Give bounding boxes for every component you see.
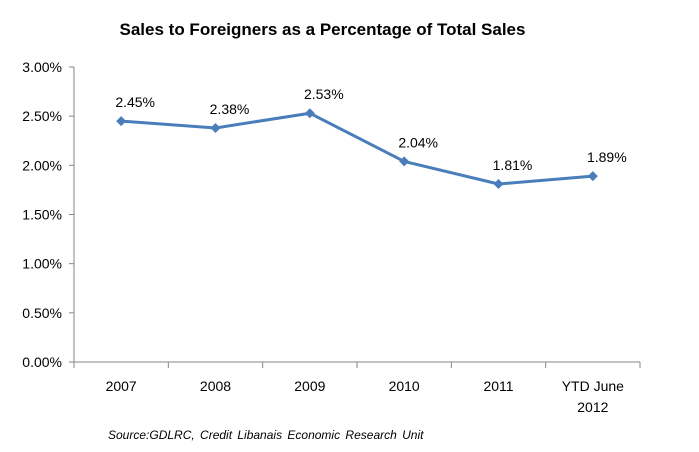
x-tick-label: 2007 — [106, 378, 137, 394]
data-point-marker — [304, 108, 315, 119]
x-axis-ticks: 2007 2008 2009 2010 2011 YTD June 2012 — [73, 362, 641, 415]
y-tick-label: 0.00% — [22, 354, 62, 370]
y-tick-label: 2.00% — [22, 157, 62, 173]
y-tick-label: 0.50% — [22, 305, 62, 321]
x-tick-label: 2009 — [294, 378, 325, 394]
x-tick-label: YTD June 2012 — [562, 378, 624, 415]
data-label: 2.45% — [115, 94, 155, 110]
data-label: 2.04% — [398, 134, 438, 150]
series-line — [121, 111, 593, 186]
data-point-marker — [210, 122, 221, 133]
series — [116, 108, 598, 190]
source-note: Source:GDLRC, Credit Libanais Economic R… — [108, 428, 424, 442]
x-tick-label: 2011 — [483, 378, 513, 394]
data-label: 1.89% — [587, 149, 627, 165]
y-tick-label: 1.50% — [22, 207, 62, 223]
y-tick-label: 3.00% — [22, 59, 62, 75]
data-point-marker — [399, 156, 410, 167]
y-tick-label: 1.00% — [22, 256, 62, 272]
data-labels: 2.45% 2.38% 2.53% 2.04% 1.81% 1.89% — [115, 86, 626, 173]
data-label: 1.81% — [493, 157, 533, 173]
data-label: 2.38% — [210, 101, 250, 117]
x-tick-label: 2010 — [389, 378, 420, 394]
data-point-marker — [493, 179, 504, 190]
data-point-marker — [587, 171, 598, 182]
y-tick-label: 2.50% — [22, 108, 62, 124]
chart-title: Sales to Foreigners as a Percentage of T… — [119, 20, 526, 39]
y-axis-ticks: 0.00% 0.50% 1.00% 1.50% 2.00% 2.50% 3.00% — [22, 59, 74, 370]
axes — [73, 67, 640, 363]
data-label: 2.53% — [304, 86, 344, 102]
x-tick-label: 2008 — [200, 378, 231, 394]
data-point-marker — [116, 116, 127, 127]
